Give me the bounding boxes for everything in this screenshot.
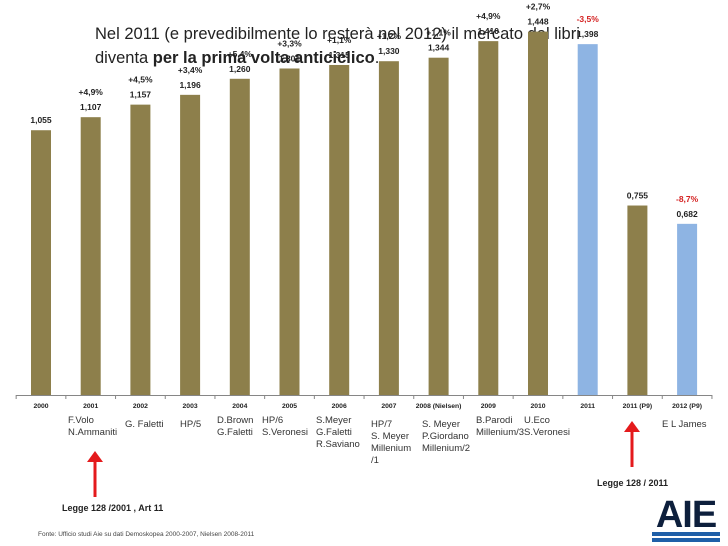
note-2007: HP/7 S. Meyer Millenium /1 [371,419,412,466]
source-note: Fonte: Ufficio studi Aie su dati Demosko… [38,531,255,538]
legge-2001-label: Legge 128 /2001 , Art 11 [62,503,164,513]
x-tick-label-8: 2008 (Nielsen) [416,403,462,410]
value-label-4: 1,260 [229,64,251,74]
bar-13 [677,223,698,395]
note-2005: HP/6 S.Veronesi [262,415,308,438]
title-line-2-prefix: diventa [95,49,153,67]
change-label-6: +1,1% [327,35,352,45]
value-label-6: 1,315 [329,50,351,60]
arrow-up-icon [624,421,640,467]
value-label-5: 1,301 [279,53,301,63]
legge-2011-label: Legge 128 / 2011 [597,478,669,488]
note-2008: S. Meyer P.Giordano Millenium/2 [422,419,471,454]
change-label-8: +1,1% [426,28,451,38]
x-tick-label-1: 2001 [83,403,98,410]
value-label-9: 1,410 [478,26,500,36]
title-line-2: diventa per la prima volta anticiclico. [95,46,695,70]
x-tick-label-4: 2004 [232,403,247,410]
note-2012: E L James [662,419,707,430]
bar-12 [627,205,648,395]
x-tick-label-3: 2003 [183,403,198,410]
change-label-11: -3,5% [577,14,600,24]
value-label-3: 1,196 [179,80,201,90]
logo-text: AIE [656,494,716,536]
change-label-9: +4,9% [476,11,501,21]
x-tick-label-5: 2005 [282,403,297,410]
bar-2 [130,104,151,396]
x-tick-label-10: 2010 [530,403,545,410]
x-tick-label-6: 2006 [332,403,347,410]
bar-10 [528,31,548,396]
change-label-3: +3,4% [178,65,203,75]
bar-4 [229,78,250,396]
x-tick-label-13: 2012 (P9) [672,403,702,410]
change-label-5: +3,3% [277,38,302,48]
bar-9 [478,41,499,395]
value-label-7: 1,330 [378,46,400,56]
x-tick-label-12: 2011 (P9) [623,403,652,410]
bar-7 [378,61,399,396]
value-label-13: 0,682 [676,209,698,219]
value-label-8: 1,344 [428,43,450,53]
bar-0 [31,130,51,395]
title-line-1: Nel 2011 (e prevedibilmente lo resterà n… [95,25,580,43]
chart-title: Nel 2011 (e prevedibilmente lo resterà n… [95,22,695,70]
arrow-up-icon [87,451,103,497]
aie-logo: AIE [652,494,720,542]
value-label-11: 1,398 [577,29,599,39]
change-label-1: +4,9% [79,87,104,97]
note-2009: B.Parodi Millenium/3 [476,415,525,438]
bar-chart: 1,055 2000 1,107 +4,9% 2001 1,157 +4,5% 2002 1,1… [15,2,713,410]
change-label-10: +2,7% [526,2,551,12]
value-label-1: 1,107 [80,102,102,112]
x-tick-label-7: 2007 [381,403,396,410]
bar-8 [428,57,449,396]
value-label-2: 1,157 [130,90,152,100]
value-label-0: 1,055 [30,115,52,125]
bar-6 [329,64,350,395]
note-2010: U.Eco S.Veronesi [524,415,570,438]
change-label-4: +5,4% [228,49,253,59]
note-2001: F.Volo N.Ammaniti [68,415,118,438]
bar-3 [180,94,201,395]
note-2004: D.Brown G.Faletti [217,415,254,438]
value-label-10: 1,448 [527,17,549,27]
x-tick-label-9: 2009 [481,403,496,410]
bar-5 [279,68,300,395]
note-2003: HP/5 [180,419,202,430]
bar-1 [80,117,101,395]
note-2002: G. Faletti [125,419,164,430]
title-line-2-bold: per la prima volta anticiclico [152,49,375,67]
change-label-13: -8,7% [676,194,699,204]
x-tick-label-11: 2011 [580,403,595,410]
x-tick-label-2: 2002 [133,403,148,410]
note-2006: S.Meyer G.Faletti R.Saviano [316,415,360,450]
value-label-12: 0,755 [627,191,649,201]
bar-11 [577,44,598,396]
title-line-2-suffix: . [374,49,380,67]
change-label-2: +4,5% [128,75,153,85]
change-label-7: +1,2% [377,31,402,41]
x-tick-label-0: 2000 [33,403,48,410]
